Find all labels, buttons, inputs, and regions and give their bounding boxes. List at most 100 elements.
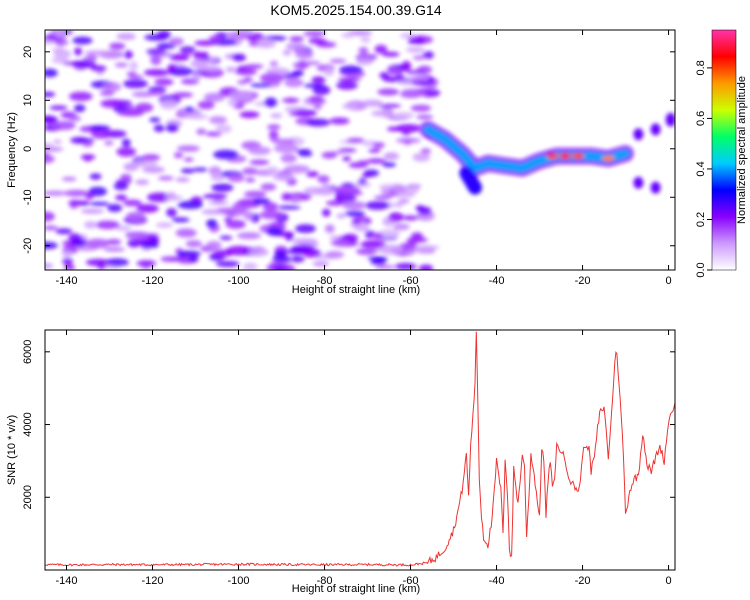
signal-blob (633, 176, 644, 189)
spectrogram-x-tick-label: -80 (317, 275, 333, 287)
noise-blob (259, 72, 285, 83)
colorbar-tick-label: 0.6 (695, 111, 707, 126)
noise-blob (54, 30, 65, 38)
snr-line-series (45, 331, 675, 567)
noise-blob (273, 143, 298, 153)
snr-x-tick-label: -60 (403, 575, 419, 587)
noise-blob (291, 244, 315, 253)
noise-blob (243, 210, 254, 221)
noise-blob (311, 76, 326, 84)
noise-blob (53, 139, 62, 144)
noise-blob (341, 103, 359, 110)
noise-blob (104, 140, 114, 146)
noise-blob (117, 110, 144, 117)
noise-blob (45, 154, 55, 164)
noise-blob (167, 64, 177, 72)
noise-blob (45, 68, 58, 78)
noise-blob (388, 69, 404, 76)
noise-blob (281, 192, 292, 201)
noise-blob (141, 154, 161, 162)
noise-blob (100, 99, 125, 108)
noise-blob (227, 98, 238, 107)
noise-blob (196, 128, 207, 135)
noise-blob (394, 262, 417, 270)
noise-blob (225, 31, 251, 37)
noise-blob (115, 194, 127, 201)
noise-blob (225, 66, 236, 73)
noise-blob (205, 131, 222, 137)
noise-blob (157, 30, 171, 40)
noise-blob (410, 104, 432, 112)
noise-blob (64, 189, 90, 197)
noise-blob (116, 147, 137, 157)
noise-blob (113, 182, 129, 191)
noise-blob (375, 264, 396, 270)
noise-blob (131, 91, 155, 98)
noise-blob (146, 48, 167, 55)
noise-blob (234, 68, 257, 76)
snr-x-label: Height of straight line (km) (292, 583, 420, 595)
colorbar-tick-label: 0.0 (695, 262, 707, 277)
noise-blob (303, 83, 326, 88)
figure-title: KOM5.2025.154.00.39.G14 (270, 2, 441, 18)
noise-blob (398, 199, 410, 204)
noise-blob (325, 250, 345, 259)
noise-blob (344, 210, 366, 217)
noise-blob (53, 120, 76, 131)
noise-blob (322, 208, 331, 217)
hot-spot (559, 153, 572, 160)
noise-blob (229, 90, 254, 100)
noise-blob (197, 100, 215, 110)
colorbar-frame (711, 29, 737, 271)
noise-blob (312, 261, 330, 267)
noise-blob (169, 53, 190, 62)
spectrogram-signal-track (419, 112, 675, 195)
noise-blob (180, 168, 195, 174)
noise-blob (290, 255, 305, 263)
noise-blob (245, 177, 256, 183)
spectrogram-noise-blobs (45, 30, 441, 270)
noise-blob (272, 138, 296, 145)
noise-blob (284, 78, 304, 88)
noise-blob (123, 199, 142, 207)
noise-blob (272, 255, 291, 263)
noise-blob (365, 201, 390, 210)
noise-blob (415, 205, 425, 212)
noise-blob (89, 201, 110, 206)
noise-blob (364, 230, 375, 239)
noise-blob (191, 72, 202, 81)
noise-blob (136, 260, 157, 267)
noise-blob (329, 58, 347, 64)
noise-blob (74, 104, 86, 113)
noise-blob (185, 240, 203, 248)
noise-blob (168, 37, 184, 46)
noise-blob (402, 215, 419, 221)
noise-blob (140, 242, 159, 249)
spectrogram-x-tick-label: -20 (575, 275, 591, 287)
noise-blob (260, 183, 277, 191)
noise-blob (346, 137, 365, 143)
noise-blob (107, 204, 123, 212)
noise-blob (390, 185, 407, 193)
noise-blob (227, 174, 245, 183)
noise-blob (120, 173, 132, 181)
noise-blob (71, 60, 97, 69)
noise-blob (153, 124, 165, 133)
noise-blob (358, 222, 368, 231)
spectrogram-frame (44, 29, 676, 271)
noise-blob (166, 191, 177, 200)
noise-blob (306, 171, 319, 178)
colorbar: 0.0 0.2 0.4 0.6 0.8 Normalized spectral ampl… (695, 29, 748, 278)
snr-frame (44, 329, 676, 571)
noise-blob (342, 156, 351, 162)
snr-panel: -140 -120 -100 -80 -60 -40 -20 0 2000 4000 6000 H… (6, 329, 676, 595)
signal-blob (650, 123, 661, 136)
noise-blob (156, 42, 176, 50)
noise-blob (238, 200, 253, 205)
signal-blob (633, 128, 644, 141)
noise-blob (355, 57, 374, 65)
snr-x-tick-label: 0 (665, 575, 671, 587)
noise-blob (283, 164, 310, 174)
noise-blob (148, 86, 167, 91)
noise-blob (67, 200, 90, 205)
